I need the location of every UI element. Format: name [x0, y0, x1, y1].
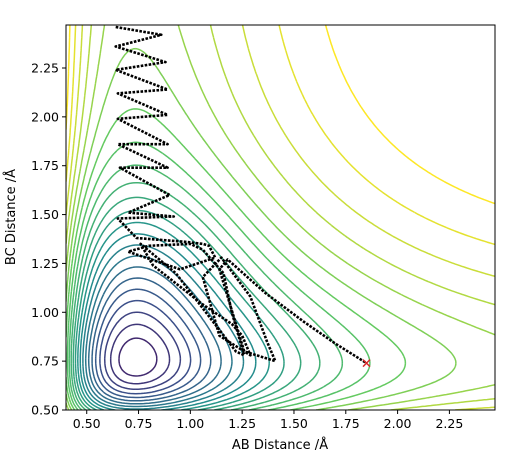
x-tick-label: 1.25: [228, 416, 256, 431]
x-axis: 0.50 0.75 1.00 1.25 1.50 1.75 2.00 2.25: [73, 410, 463, 431]
x-tick-label: 0.75: [125, 416, 153, 431]
y-tick-label: 2.25: [31, 60, 59, 75]
x-tick-label: 2.25: [435, 416, 463, 431]
x-axis-label: AB Distance /Å: [232, 437, 328, 453]
x-tick-label: 1.00: [176, 416, 204, 431]
end-marker-stroke: [362, 359, 371, 368]
trajectory: [114, 25, 368, 365]
contour-level: [66, 47, 457, 410]
contour-level: [68, 164, 344, 410]
y-tick-label: 0.75: [31, 354, 59, 369]
x-tick-label: 1.75: [332, 416, 360, 431]
y-axis: 0.50 0.75 1.00 1.25 1.50 1.75 2.00 2.25: [31, 60, 66, 418]
x-tick-label: 1.50: [280, 416, 308, 431]
contour-level: [74, 209, 285, 410]
contour-level: [118, 337, 158, 377]
y-tick-label: 1.75: [31, 158, 59, 173]
trajectory-line: [114, 25, 368, 365]
contour-level: [109, 323, 171, 385]
plot-frame: [65, 24, 496, 411]
y-tick-label: 1.25: [31, 256, 59, 271]
y-axis-label: BC Distance /Å: [3, 169, 19, 265]
contour-level: [103, 311, 182, 391]
contour-level: [66, 141, 371, 410]
contour-level: [94, 288, 202, 399]
y-tick-label: 2.00: [31, 109, 59, 124]
contour-level: [87, 266, 222, 405]
contour-level: [91, 277, 212, 402]
end-point-marker: [362, 359, 371, 368]
contour-level: [70, 181, 321, 410]
contour-level: [66, 25, 495, 246]
y-tick-label: 1.50: [31, 207, 59, 222]
x-tick-label: 0.50: [73, 416, 101, 431]
y-tick-label: 0.50: [31, 403, 59, 418]
contour-level: [77, 221, 270, 410]
y-tick-label: 1.00: [31, 305, 59, 320]
contour-level: [66, 108, 407, 410]
contour-level: [99, 299, 192, 395]
contour-level: [66, 25, 495, 410]
x-tick-label: 2.00: [384, 416, 412, 431]
